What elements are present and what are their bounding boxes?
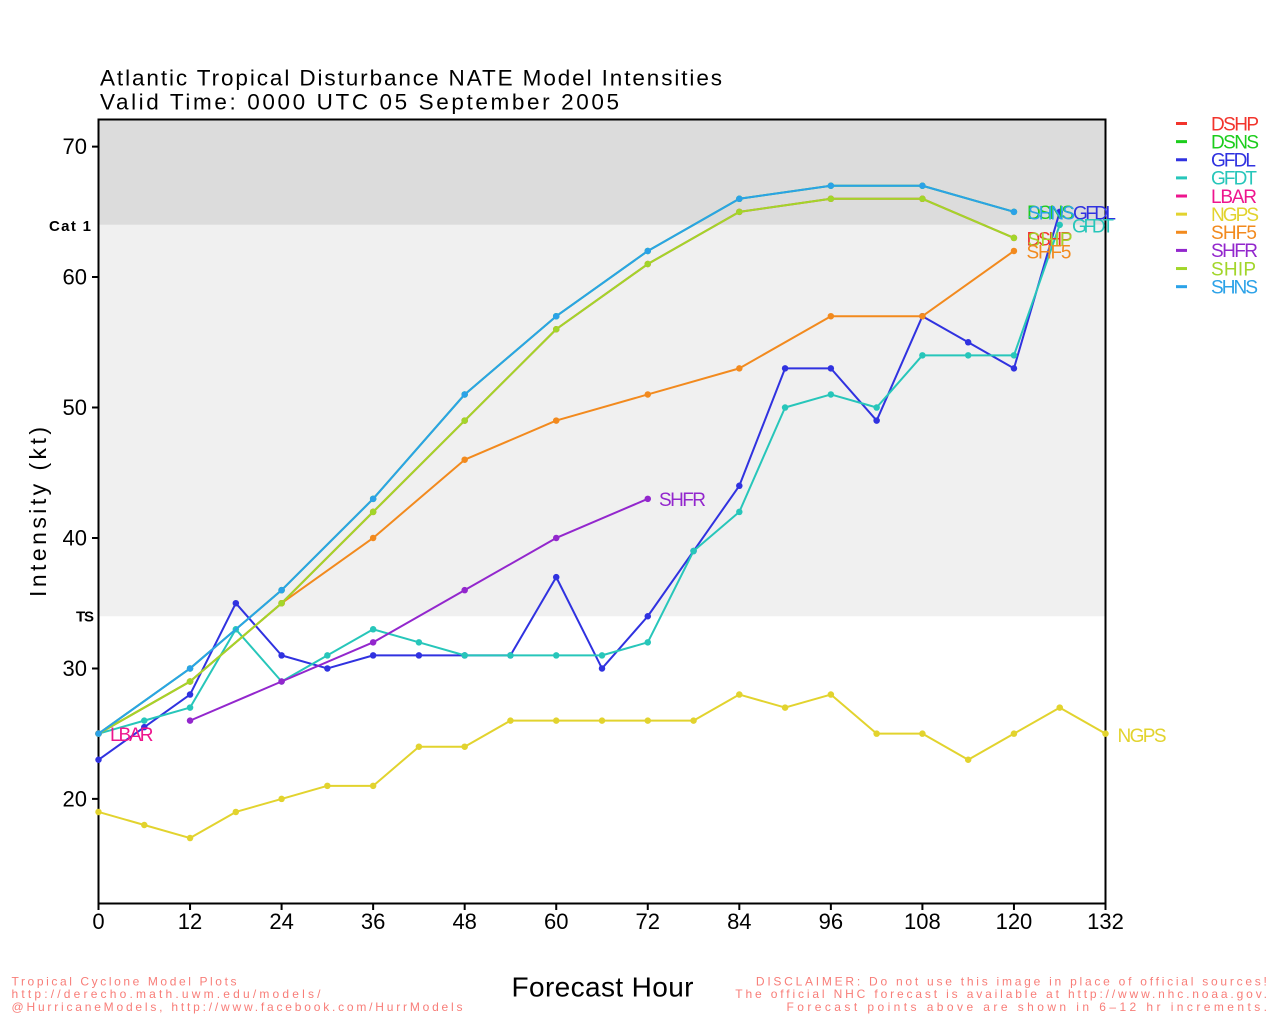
svg-text:0: 0 [92,909,104,934]
svg-text:60: 60 [63,265,87,290]
svg-text:SHF5: SHF5 [1027,242,1072,263]
svg-text:Valid Time: 0000 UTC 05 Septem: Valid Time: 0000 UTC 05 September 2005 [100,90,619,115]
svg-text:SHFR: SHFR [1211,241,1258,262]
svg-text:LBAR: LBAR [110,725,154,746]
svg-text:24: 24 [269,909,293,934]
svg-text:DSNS: DSNS [1027,203,1074,224]
svg-text:84: 84 [727,909,751,934]
svg-text:70: 70 [63,134,87,159]
svg-text:DSHP: DSHP [1211,114,1259,135]
svg-text:SHIP: SHIP [1211,259,1256,280]
svg-text:LBAR: LBAR [1211,187,1257,208]
svg-text:GFDT: GFDT [1211,169,1257,190]
svg-text:GFDL: GFDL [1073,204,1116,225]
svg-text:GFDT: GFDT [1072,217,1114,238]
svg-text:40: 40 [63,525,87,550]
svg-text:DSNS: DSNS [1211,132,1259,153]
svg-text:60: 60 [544,909,568,934]
svg-text:12: 12 [178,909,202,934]
svg-text:Intensity (kt): Intensity (kt) [25,427,51,597]
svg-text:The official NHC forecast is a: The official NHC forecast is available a… [735,987,1267,1001]
svg-text:SHIP: SHIP [1028,230,1073,251]
svg-text:SHF5: SHF5 [1211,223,1257,244]
svg-text:30: 30 [63,656,87,681]
svg-text:SHNS: SHNS [1028,204,1075,225]
svg-text:36: 36 [361,909,385,934]
svg-text:NGPS: NGPS [1211,205,1259,226]
svg-text:GFDL: GFDL [1211,151,1256,172]
svg-text:DSHP: DSHP [1027,229,1073,250]
svg-text:20: 20 [63,786,87,811]
svg-text:132: 132 [1087,909,1124,934]
svg-text:TS: TS [76,608,94,625]
svg-text:48: 48 [452,909,476,934]
svg-text:Forecast points above are show: Forecast points above are shown in 6–12 … [787,1000,1268,1014]
svg-text:108: 108 [904,909,941,934]
svg-text:50: 50 [63,395,87,420]
svg-text:Forecast Hour: Forecast Hour [512,972,694,1003]
svg-text:96: 96 [819,909,843,934]
svg-text:72: 72 [636,909,660,934]
svg-text:120: 120 [996,909,1033,934]
svg-text:Cat 1: Cat 1 [49,218,91,235]
svg-text:NGPS: NGPS [1118,726,1167,747]
svg-text:SHNS: SHNS [1211,277,1258,298]
svg-text:SHFR: SHFR [659,490,706,511]
